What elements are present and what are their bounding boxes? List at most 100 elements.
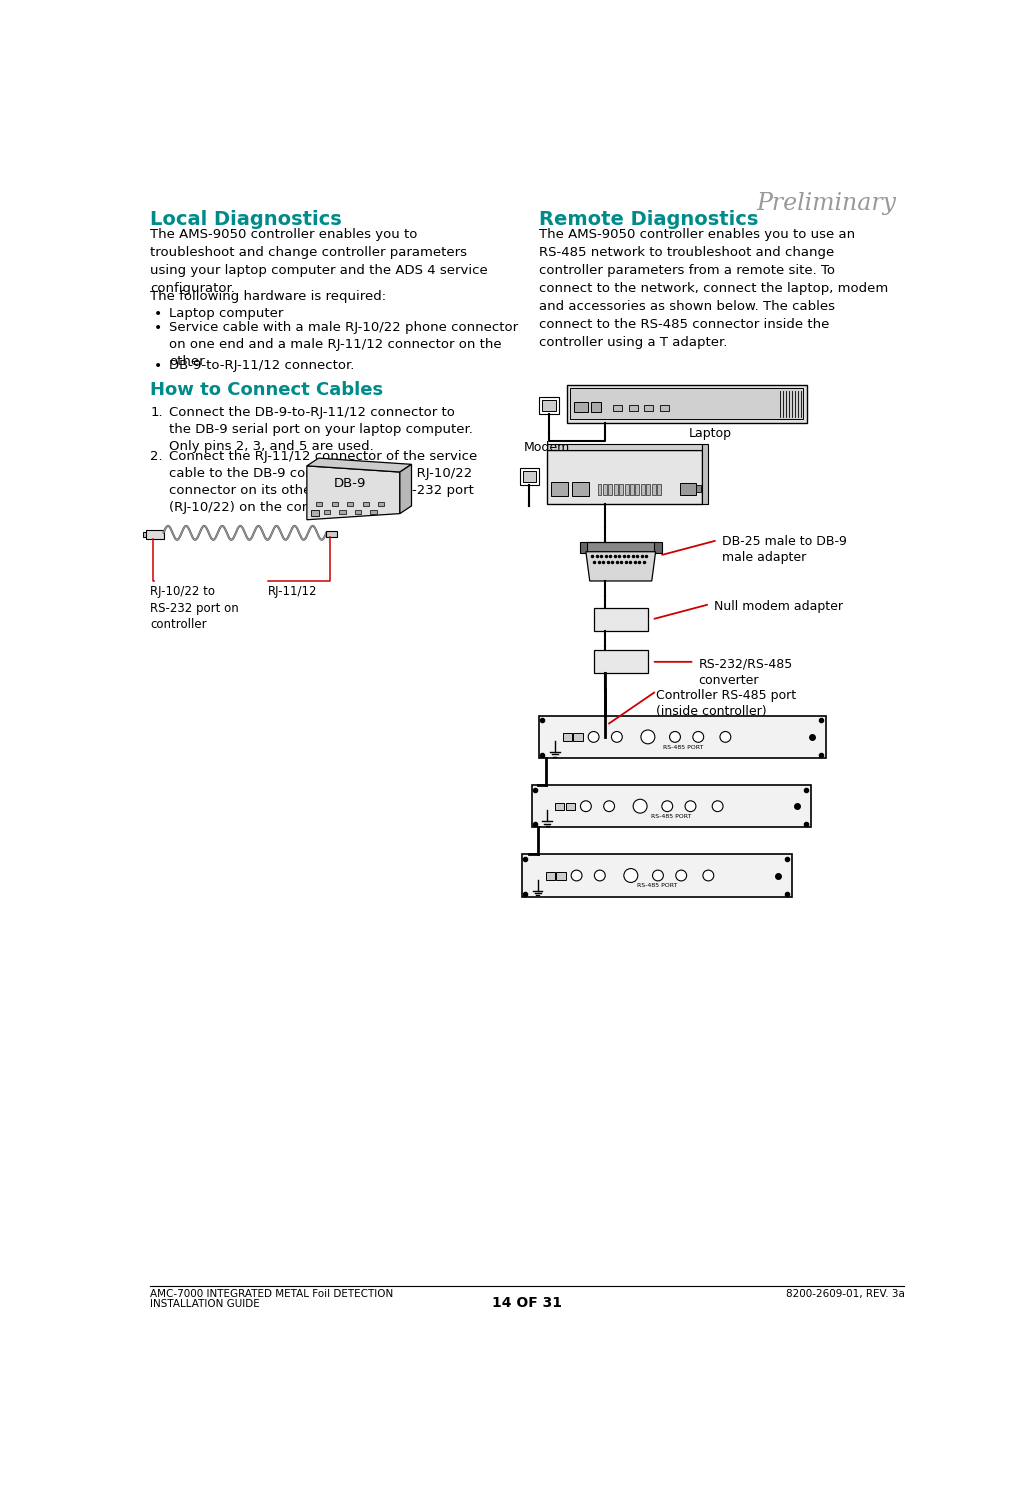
Bar: [592, 403, 601, 412]
Text: RJ-10/22 to
RS-232 port on
controller: RJ-10/22 to RS-232 port on controller: [150, 585, 239, 631]
Text: 8200-2609-01, REV. 3a: 8200-2609-01, REV. 3a: [785, 1289, 904, 1300]
Text: DB-9: DB-9: [334, 477, 366, 489]
Bar: [520, 468, 539, 485]
Text: RS-485 PORT: RS-485 PORT: [651, 815, 691, 819]
Bar: [316, 501, 322, 506]
Bar: [613, 483, 617, 495]
Text: The following hardware is required:: The following hardware is required:: [150, 289, 387, 303]
Circle shape: [604, 801, 614, 812]
Circle shape: [595, 870, 605, 880]
Text: How to Connect Cables: How to Connect Cables: [150, 380, 384, 400]
Circle shape: [611, 731, 623, 743]
Polygon shape: [586, 552, 655, 580]
Bar: [362, 501, 368, 506]
Bar: [603, 483, 607, 495]
Bar: [625, 483, 629, 495]
Text: RS-485 PORT: RS-485 PORT: [663, 745, 703, 750]
Bar: [702, 445, 708, 504]
Text: The AMS-9050 controller enables you to use an
RS-485 network to troubleshoot and: The AMS-9050 controller enables you to u…: [539, 228, 889, 349]
Circle shape: [641, 730, 654, 745]
Bar: [567, 385, 807, 424]
Bar: [347, 501, 353, 506]
Bar: [680, 483, 696, 495]
Bar: [654, 542, 662, 554]
Bar: [340, 510, 346, 513]
Bar: [324, 510, 330, 513]
Text: DB-25 male to DB-9
male adapter: DB-25 male to DB-9 male adapter: [721, 534, 847, 564]
Bar: [539, 397, 559, 413]
Text: Null modem adapter: Null modem adapter: [714, 600, 843, 613]
Bar: [630, 483, 634, 495]
Circle shape: [685, 801, 696, 812]
Text: Laptop: Laptop: [688, 427, 732, 440]
Bar: [146, 530, 164, 539]
Text: •: •: [154, 307, 163, 321]
Bar: [545, 871, 555, 880]
Text: Controller RS-485 port
(inside controller): Controller RS-485 port (inside controlle…: [655, 689, 795, 718]
Circle shape: [703, 870, 714, 880]
Text: Modem: Modem: [524, 440, 570, 454]
Bar: [555, 803, 564, 810]
Text: Connect the DB-9-to-RJ-11/12 connector to
the DB-9 serial port on your laptop co: Connect the DB-9-to-RJ-11/12 connector t…: [169, 406, 472, 452]
Bar: [594, 651, 648, 673]
Bar: [573, 734, 582, 742]
Text: DB-9-to-RJ-11/12 connector.: DB-9-to-RJ-11/12 connector.: [169, 360, 354, 372]
Bar: [636, 483, 639, 495]
Bar: [355, 510, 361, 513]
Circle shape: [693, 731, 704, 743]
Bar: [547, 451, 702, 504]
Bar: [566, 803, 575, 810]
Bar: [539, 716, 826, 758]
Bar: [658, 483, 661, 495]
Text: Service cable with a male RJ-10/22 phone connector
on one end and a male RJ-11/1: Service cable with a male RJ-10/22 phone…: [169, 321, 518, 369]
Bar: [629, 404, 638, 410]
Circle shape: [652, 870, 664, 880]
Text: The AMS-9050 controller enables you to
troubleshoot and change controller parame: The AMS-9050 controller enables you to t…: [150, 228, 488, 295]
Circle shape: [580, 801, 592, 812]
Text: 2.: 2.: [150, 451, 163, 464]
Text: 14 OF 31: 14 OF 31: [492, 1297, 562, 1310]
Bar: [574, 403, 589, 412]
Bar: [532, 785, 811, 828]
Text: RJ-11/12: RJ-11/12: [269, 585, 318, 598]
Bar: [696, 485, 701, 492]
Circle shape: [676, 870, 686, 880]
Bar: [579, 542, 588, 554]
Polygon shape: [307, 466, 400, 519]
Bar: [586, 543, 655, 552]
Circle shape: [662, 801, 673, 812]
Bar: [651, 483, 655, 495]
Bar: [608, 483, 612, 495]
Bar: [379, 501, 385, 506]
Circle shape: [624, 868, 638, 882]
Circle shape: [589, 731, 599, 743]
Polygon shape: [400, 464, 412, 513]
Bar: [646, 483, 650, 495]
Text: INSTALLATION GUIDE: INSTALLATION GUIDE: [150, 1300, 260, 1310]
Text: Local Diagnostics: Local Diagnostics: [150, 210, 342, 228]
Bar: [619, 483, 624, 495]
Bar: [143, 533, 146, 537]
Bar: [572, 482, 589, 497]
Text: Laptop computer: Laptop computer: [169, 307, 283, 319]
Bar: [644, 404, 653, 410]
Text: •: •: [154, 360, 163, 373]
Text: •: •: [154, 321, 163, 336]
Bar: [326, 531, 338, 537]
Bar: [311, 510, 319, 516]
Bar: [641, 483, 645, 495]
Text: Remote Diagnostics: Remote Diagnostics: [539, 210, 758, 228]
Circle shape: [720, 731, 731, 743]
Bar: [547, 445, 702, 451]
Bar: [563, 734, 572, 742]
Text: Preliminary: Preliminary: [756, 192, 896, 215]
Circle shape: [670, 731, 680, 743]
Bar: [523, 855, 792, 897]
Bar: [557, 871, 566, 880]
Text: RS-485 PORT: RS-485 PORT: [637, 883, 677, 888]
Bar: [660, 404, 669, 410]
Circle shape: [571, 870, 582, 880]
Bar: [542, 400, 556, 410]
Bar: [613, 404, 623, 410]
Circle shape: [633, 800, 647, 813]
